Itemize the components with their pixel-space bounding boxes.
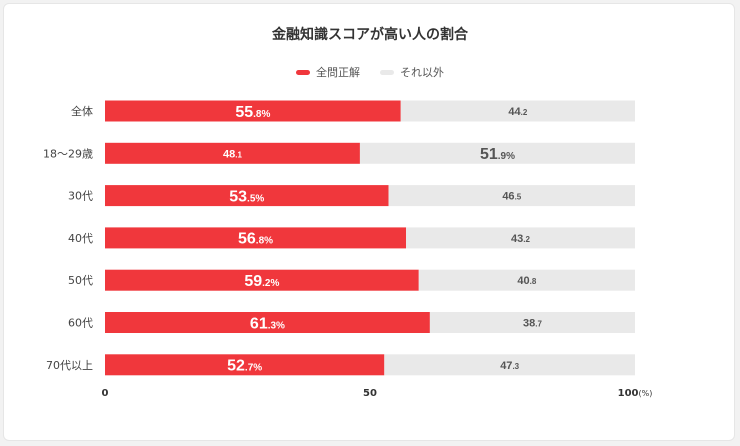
value-label-other: 40.8 <box>517 275 536 287</box>
category-label: 50代 <box>68 274 93 287</box>
x-tick-label: 50 <box>363 388 377 399</box>
value-label-other: 47.3 <box>500 360 519 372</box>
category-label: 全体 <box>71 104 93 118</box>
category-label: 30代 <box>68 190 93 203</box>
bar-chart: 全体55.8%44.218～29歳48.151.9%30代53.5%46.540… <box>0 0 740 446</box>
category-label: 18～29歳 <box>43 147 93 160</box>
x-tick-label: 0 <box>102 388 109 399</box>
x-tick-label: 100(%) <box>618 388 653 399</box>
value-label-other: 38.7 <box>523 317 542 329</box>
value-label-other: 46.5 <box>502 191 521 203</box>
category-label: 40代 <box>68 232 93 245</box>
value-label-correct: 48.1 <box>223 148 242 160</box>
value-label-other: 44.2 <box>508 106 527 118</box>
category-label: 70代以上 <box>46 359 93 372</box>
category-label: 60代 <box>68 317 93 330</box>
value-label-other: 43.2 <box>511 233 530 245</box>
